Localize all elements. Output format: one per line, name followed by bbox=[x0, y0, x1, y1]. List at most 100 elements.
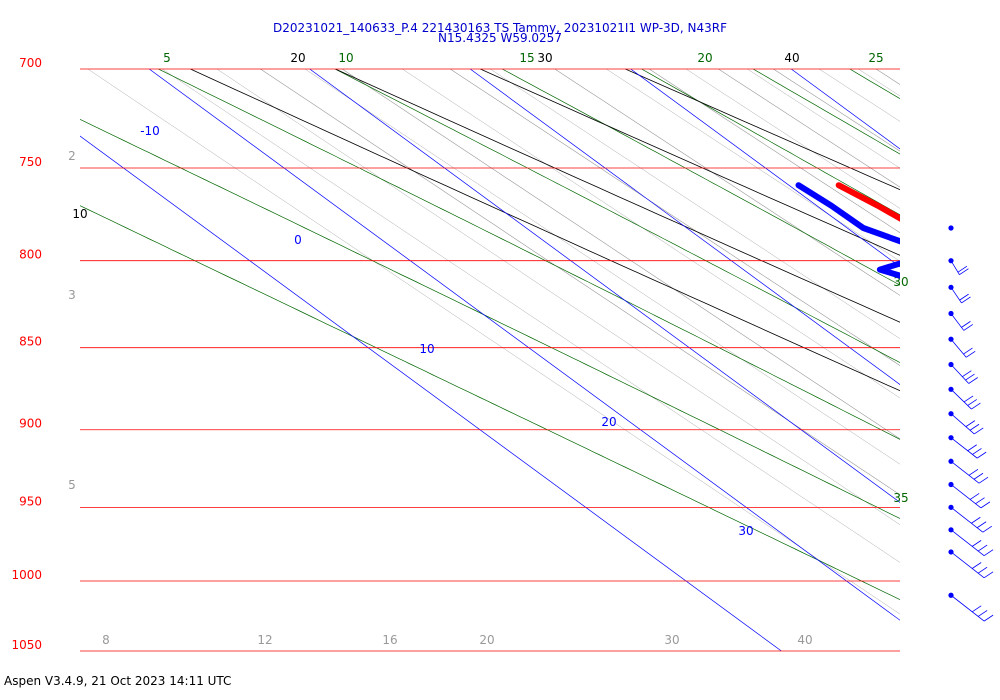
mixing-ratio-lines bbox=[87, 69, 1000, 651]
dry-adiabat-label: 40 bbox=[784, 51, 799, 65]
software-footer: Aspen V3.4.9, 21 Oct 2023 14:11 UTC bbox=[4, 674, 232, 688]
moist-adiabat-label: 35 bbox=[893, 491, 908, 505]
mixing-ratio-line bbox=[402, 69, 900, 399]
isotherms bbox=[80, 69, 1000, 651]
temperature-trace bbox=[835, 182, 900, 222]
mixing-ratio-line bbox=[162, 69, 900, 563]
mixing-ratio-label: 40 bbox=[797, 633, 812, 647]
moist-adiabat-label: 5 bbox=[163, 51, 171, 65]
mixing-ratio-label: 20 bbox=[479, 633, 494, 647]
dry-adiabat bbox=[624, 69, 900, 191]
isotherm-label: -10 bbox=[140, 124, 160, 138]
moist-adiabat bbox=[933, 69, 1000, 651]
dry-adiabat-label: 30 bbox=[537, 51, 552, 65]
mixing-ratio-label: 30 bbox=[664, 633, 679, 647]
mixing-ratio-label: 16 bbox=[382, 633, 397, 647]
chart-title: D20231021_140633_P.4 221430163 TS Tammy,… bbox=[272, 21, 728, 35]
mixing-ratio-line bbox=[648, 69, 900, 234]
pressure-axis: 700 750 800 850 900 950 1000 1050 bbox=[11, 56, 42, 652]
pressure-tick-label: 900 bbox=[19, 417, 42, 431]
pressure-tick-label: 950 bbox=[19, 494, 42, 508]
isotherm-label: 0 bbox=[294, 233, 302, 247]
wind-barb bbox=[948, 361, 978, 384]
mixing-ratio-line bbox=[304, 69, 900, 465]
wind-barb bbox=[948, 310, 973, 331]
dewpoint-trace bbox=[795, 182, 900, 279]
isotherm-label: 20 bbox=[601, 415, 616, 429]
isobars bbox=[80, 68, 900, 652]
moist-adiabat bbox=[849, 69, 900, 100]
sounding-traces bbox=[795, 182, 900, 279]
mixing-ratio-line bbox=[87, 69, 900, 615]
wind-barb bbox=[948, 336, 976, 358]
mixing-ratio-line bbox=[554, 69, 900, 296]
mixing-ratio-label: 12 bbox=[257, 633, 272, 647]
chart-subtitle-coordinates: N15.4325 W59.0257 bbox=[438, 31, 562, 45]
wind-barb bbox=[948, 386, 981, 410]
mixing-ratio-line bbox=[747, 69, 900, 169]
wind-barb bbox=[948, 225, 954, 231]
wind-barb bbox=[948, 549, 994, 579]
wind-barb bbox=[948, 435, 987, 459]
moist-adiabat bbox=[752, 69, 900, 155]
moist-adiabat-label: 25 bbox=[868, 51, 883, 65]
wind-barb bbox=[948, 258, 969, 276]
mixing-ratio-line bbox=[718, 69, 900, 188]
isotherm-line bbox=[630, 69, 900, 268]
dry-adiabat-label: 20 bbox=[290, 51, 305, 65]
wind-barb bbox=[948, 481, 991, 509]
moist-adiabat-label: 30 bbox=[893, 275, 908, 289]
isotherm-line bbox=[309, 69, 900, 503]
moist-adiabat-label: 20 bbox=[697, 51, 712, 65]
mixing-ratio-line bbox=[449, 69, 900, 366]
mixing-ratio-label: 2 bbox=[68, 149, 76, 163]
moist-adiabat bbox=[334, 69, 900, 364]
moist-adiabat bbox=[158, 69, 900, 440]
mixing-ratio-line bbox=[685, 69, 900, 209]
isotherm-line bbox=[469, 69, 900, 385]
isotherm-line bbox=[952, 69, 1000, 651]
mixing-ratio-label: 3 bbox=[68, 288, 76, 302]
dry-adiabat-label: 10 bbox=[72, 207, 87, 221]
pressure-tick-label: 850 bbox=[19, 335, 42, 349]
isotherm-line bbox=[148, 69, 900, 621]
dry-adiabat bbox=[479, 69, 900, 256]
mixing-ratio-line bbox=[908, 69, 1000, 651]
mixing-ratio-line bbox=[818, 69, 900, 122]
wind-barb bbox=[948, 527, 994, 557]
pressure-tick-label: 800 bbox=[19, 248, 42, 262]
mixing-ratio-line bbox=[606, 69, 900, 262]
moist-adiabat bbox=[501, 69, 900, 286]
mixing-ratio-line bbox=[341, 69, 900, 440]
wind-barb bbox=[948, 284, 971, 304]
pressure-tick-label: 1050 bbox=[11, 638, 42, 652]
pressure-tick-label: 1000 bbox=[11, 568, 42, 582]
dry-adiabat bbox=[190, 69, 900, 392]
wind-barb bbox=[948, 411, 984, 435]
wind-barbs bbox=[948, 225, 994, 622]
mixing-ratio-label: 8 bbox=[102, 633, 110, 647]
mixing-ratio-line bbox=[260, 69, 900, 496]
dry-adiabat bbox=[335, 69, 900, 323]
isotherm-label: 30 bbox=[738, 524, 753, 538]
dry-adiabats bbox=[190, 69, 900, 392]
moist-adiabat-label: 15 bbox=[519, 51, 534, 65]
moist-adiabat bbox=[641, 69, 900, 216]
wind-barb bbox=[948, 504, 993, 533]
mixing-ratio-label: 5 bbox=[68, 478, 76, 492]
moist-adiabat bbox=[80, 205, 900, 601]
moist-adiabat bbox=[80, 118, 900, 519]
wind-barb bbox=[948, 458, 989, 484]
moist-adiabats bbox=[80, 69, 1000, 651]
isotherm-line bbox=[80, 135, 782, 651]
isotherm-label: 10 bbox=[419, 342, 434, 356]
mixing-ratio-line bbox=[490, 69, 900, 339]
pressure-tick-label: 700 bbox=[19, 56, 42, 70]
wind-barb bbox=[948, 592, 994, 622]
mixing-ratio-line bbox=[216, 69, 900, 525]
mixing-ratio-line bbox=[951, 69, 1000, 651]
pressure-tick-label: 750 bbox=[19, 155, 42, 169]
moist-adiabat-label: 10 bbox=[338, 51, 353, 65]
